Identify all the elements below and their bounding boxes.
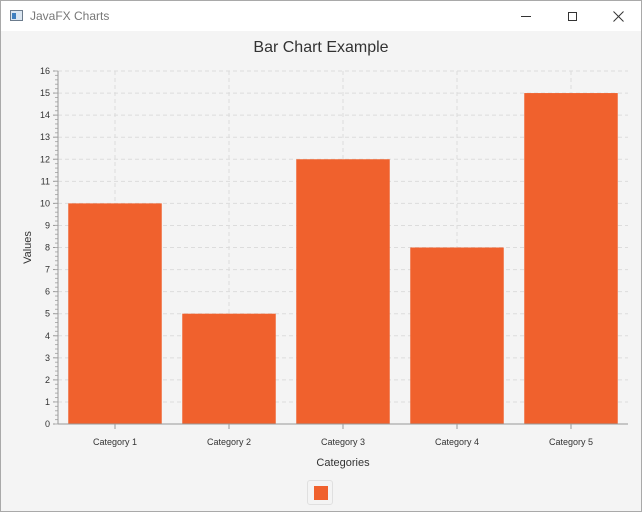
y-tick-label: 10 (40, 198, 50, 208)
y-tick-label: 1 (45, 397, 50, 407)
legend-swatch (314, 486, 328, 500)
title-bar[interactable]: JavaFX Charts (1, 1, 641, 31)
y-tick-label: 11 (41, 176, 50, 186)
x-tick-label: Category 2 (207, 437, 251, 447)
close-icon (612, 10, 624, 22)
bar (182, 313, 276, 424)
y-tick-label: 9 (45, 220, 50, 230)
y-tick-label: 8 (45, 243, 50, 253)
y-tick-label: 2 (45, 375, 50, 385)
minimize-button[interactable] (503, 1, 549, 31)
app-window-icon (10, 10, 23, 21)
bar (410, 247, 504, 424)
maximize-icon (567, 11, 577, 21)
y-axis-label: Values (22, 231, 34, 264)
y-tick-label: 3 (45, 353, 50, 363)
bar (296, 159, 390, 424)
x-tick-label: Category 4 (435, 437, 479, 447)
chart-legend (307, 480, 333, 505)
chart-title: Bar Chart Example (253, 39, 389, 56)
x-tick-label: Category 5 (549, 437, 593, 447)
y-tick-label: 16 (40, 66, 50, 76)
y-tick-label: 7 (45, 265, 50, 275)
y-tick-label: 12 (40, 154, 50, 164)
x-tick-label: Category 3 (321, 437, 365, 447)
minimize-icon (521, 15, 531, 17)
y-tick-label: 5 (45, 309, 50, 319)
x-tick-label: Category 1 (93, 437, 137, 447)
y-tick-label: 13 (40, 132, 50, 142)
y-tick-label: 15 (40, 88, 50, 98)
window-title: JavaFX Charts (30, 9, 110, 23)
y-tick-label: 4 (45, 331, 50, 341)
y-tick-label: 14 (40, 110, 50, 120)
y-tick-label: 0 (45, 419, 50, 429)
close-button[interactable] (595, 1, 641, 31)
y-tick-label: 6 (45, 287, 50, 297)
bar (524, 93, 618, 424)
x-axis-label: Categories (316, 457, 370, 469)
bar (68, 203, 162, 424)
maximize-button[interactable] (549, 1, 595, 31)
